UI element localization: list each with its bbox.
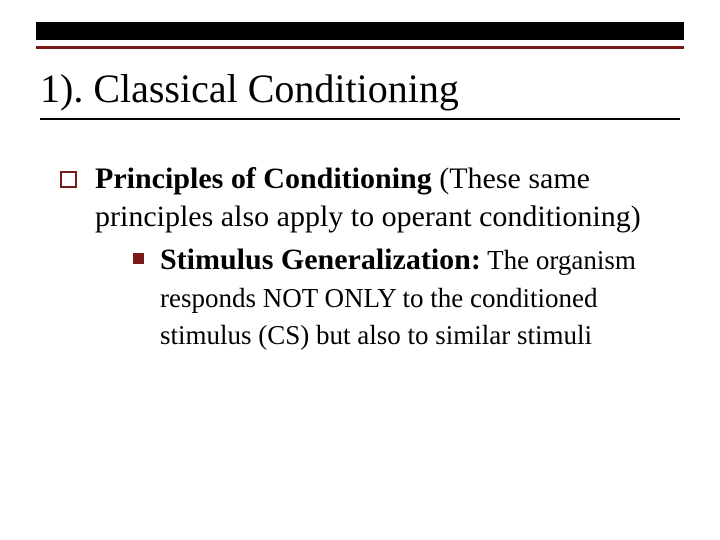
slide-title: 1). Classical Conditioning bbox=[40, 66, 680, 112]
bullet-solid-icon bbox=[133, 253, 144, 264]
title-underline bbox=[40, 118, 680, 120]
bullet-level2: Stimulus Generalization: The organism re… bbox=[95, 241, 660, 354]
level1-text: Principles of Conditioning (These same p… bbox=[95, 160, 660, 354]
top-bar-accent-line bbox=[36, 46, 684, 49]
level1-lead: Principles of Conditioning bbox=[95, 162, 432, 195]
title-region: 1). Classical Conditioning bbox=[40, 66, 680, 120]
slide: 1). Classical Conditioning Principles of… bbox=[0, 0, 720, 540]
level2-lead: Stimulus Generalization: bbox=[160, 243, 481, 276]
bullet-level1: Principles of Conditioning (These same p… bbox=[60, 160, 660, 354]
slide-body: Principles of Conditioning (These same p… bbox=[60, 160, 660, 354]
bullet-square-icon bbox=[60, 171, 77, 188]
level2-text: Stimulus Generalization: The organism re… bbox=[160, 241, 660, 354]
top-bar bbox=[36, 22, 684, 40]
